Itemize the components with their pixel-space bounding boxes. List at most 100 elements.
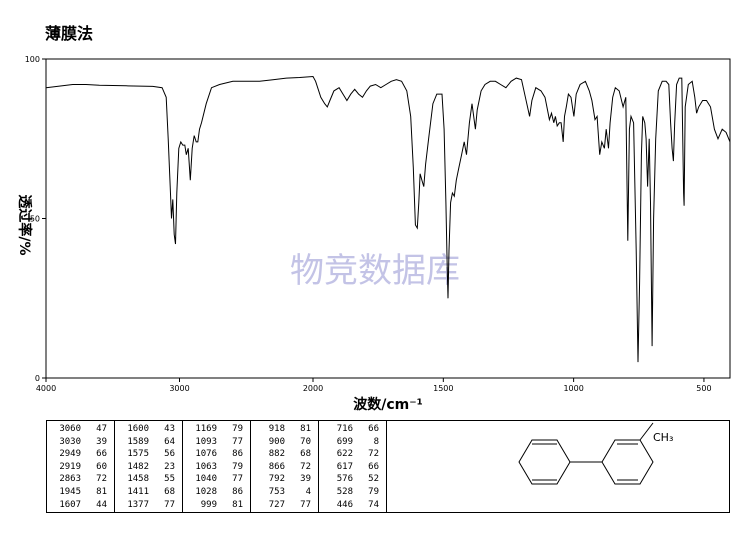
peak-wavenumber: 1093 bbox=[195, 436, 217, 447]
peak-transmittance: 60 bbox=[96, 461, 107, 472]
y-tick-label: 0 bbox=[35, 374, 40, 383]
peak-transmittance: 77 bbox=[300, 499, 311, 510]
peak-transmittance: 81 bbox=[232, 499, 243, 510]
peak-row: 3030 39 bbox=[51, 436, 114, 449]
peak-transmittance: 47 bbox=[96, 424, 107, 434]
peak-transmittance: 8 bbox=[373, 436, 379, 447]
watermark: 物竞数据库 bbox=[290, 251, 460, 291]
peak-row: 617 66 bbox=[323, 461, 386, 474]
peak-wavenumber: 882 bbox=[268, 449, 285, 460]
peak-row: 3060 47 bbox=[51, 423, 114, 436]
methyl-label: CH₃ bbox=[653, 431, 673, 444]
peak-wavenumber: 918 bbox=[268, 424, 285, 434]
peak-row: 1607 44 bbox=[51, 499, 114, 512]
peak-row: 2949 66 bbox=[51, 448, 114, 461]
peak-transmittance: 74 bbox=[368, 499, 379, 510]
peak-transmittance: 81 bbox=[96, 486, 107, 497]
benzene-ring-right bbox=[601, 439, 654, 485]
peak-wavenumber: 2949 bbox=[59, 449, 81, 460]
peak-row: 2919 60 bbox=[51, 461, 114, 474]
peak-row: 1093 77 bbox=[187, 436, 250, 449]
peak-wavenumber: 753 bbox=[268, 486, 285, 497]
peak-row: 528 79 bbox=[323, 486, 386, 499]
peak-row: 1482 23 bbox=[119, 461, 182, 474]
peak-transmittance: 81 bbox=[300, 424, 311, 434]
peak-transmittance: 52 bbox=[368, 474, 379, 485]
peak-row: 446 74 bbox=[323, 499, 386, 512]
peak-wavenumber: 3030 bbox=[59, 436, 81, 447]
peak-transmittance: 79 bbox=[232, 424, 243, 434]
peak-transmittance: 39 bbox=[300, 474, 311, 485]
y-tick-label: 100 bbox=[25, 55, 40, 64]
peak-transmittance: 64 bbox=[164, 436, 175, 447]
peak-row: 2863 72 bbox=[51, 473, 114, 486]
peak-row: 866 72 bbox=[255, 461, 318, 474]
peak-row: 1028 86 bbox=[187, 486, 250, 499]
peak-wavenumber: 716 bbox=[336, 424, 353, 434]
x-tick-label: 4000 bbox=[36, 384, 56, 393]
peak-wavenumber: 446 bbox=[336, 499, 353, 510]
peak-row: 1575 56 bbox=[119, 448, 182, 461]
peak-wavenumber: 576 bbox=[336, 474, 353, 485]
structure-cell: CH₃ bbox=[387, 421, 729, 512]
x-axis-label: 波数/cm⁻¹ bbox=[353, 396, 423, 413]
ir-spectrum-chart: 物竞数据库 4000 3000 2000 1500 1000 500 0 50 100 波数/… bbox=[16, 55, 731, 413]
y-axis-label: 透过率/% bbox=[16, 194, 33, 255]
peak-column: 918 81 900 70 882 68 866 72 792 39 753 4 727 77 bbox=[251, 421, 319, 512]
peak-transmittance: 77 bbox=[232, 474, 243, 485]
peak-row: 699 8 bbox=[323, 436, 386, 449]
peak-wavenumber: 528 bbox=[336, 486, 353, 497]
peak-wavenumber: 1040 bbox=[195, 474, 217, 485]
peak-transmittance: 68 bbox=[164, 486, 175, 497]
y-tick-label: 50 bbox=[30, 215, 40, 224]
molecule-structure: CH₃ bbox=[518, 422, 673, 485]
peak-row: 1600 43 bbox=[119, 423, 182, 436]
peak-row: 1076 86 bbox=[187, 448, 250, 461]
peak-row: 716 66 bbox=[323, 423, 386, 436]
peak-transmittance: 39 bbox=[96, 436, 107, 447]
peak-wavenumber: 792 bbox=[268, 474, 285, 485]
peak-row: 576 52 bbox=[323, 473, 386, 486]
peak-wavenumber: 1169 bbox=[195, 424, 217, 434]
peak-row: 1945 81 bbox=[51, 486, 114, 499]
peak-transmittance: 79 bbox=[232, 461, 243, 472]
peak-wavenumber: 2863 bbox=[59, 474, 81, 485]
peak-wavenumber: 1945 bbox=[59, 486, 81, 497]
peak-transmittance: 86 bbox=[232, 486, 243, 497]
spectrum-line bbox=[45, 75, 731, 363]
peak-transmittance: 66 bbox=[96, 449, 107, 460]
x-tick-label: 1500 bbox=[433, 384, 453, 393]
peak-column: 3060 47 3030 39 2949 66 2919 60 2863 72 1945 81 1607… bbox=[47, 421, 115, 512]
peak-row: 1589 64 bbox=[119, 436, 182, 449]
y-axis-ticks: 0 50 100 bbox=[25, 55, 46, 383]
peak-transmittance: 66 bbox=[368, 424, 379, 434]
peak-wavenumber: 1063 bbox=[195, 461, 217, 472]
peak-row: 918 81 bbox=[255, 423, 318, 436]
peak-wavenumber: 622 bbox=[336, 449, 353, 460]
peak-transmittance: 77 bbox=[164, 499, 175, 510]
peak-table: 3060 47 3030 39 2949 66 2919 60 2863 72 1945 81 1607… bbox=[46, 420, 730, 513]
peak-transmittance: 66 bbox=[368, 461, 379, 472]
peak-row: 900 70 bbox=[255, 436, 318, 449]
peak-wavenumber: 1482 bbox=[127, 461, 149, 472]
peak-row: 1063 79 bbox=[187, 461, 250, 474]
peak-wavenumber: 1600 bbox=[127, 424, 149, 434]
peak-row: 1411 68 bbox=[119, 486, 182, 499]
peak-transmittance: 72 bbox=[368, 449, 379, 460]
peak-wavenumber: 900 bbox=[268, 436, 285, 447]
peak-wavenumber: 727 bbox=[268, 499, 285, 510]
peak-transmittance: 70 bbox=[300, 436, 311, 447]
peak-wavenumber: 1589 bbox=[127, 436, 149, 447]
benzene-ring-left bbox=[518, 439, 571, 485]
methyl-bond bbox=[639, 422, 654, 441]
peak-transmittance: 86 bbox=[232, 449, 243, 460]
peak-wavenumber: 699 bbox=[336, 436, 353, 447]
page-title: 薄膜法 bbox=[45, 24, 94, 43]
peak-transmittance: 56 bbox=[164, 449, 175, 460]
peak-wavenumber: 1575 bbox=[127, 449, 149, 460]
peak-column: 716 66 699 8 622 72 617 66 576 52 528 79 446 74 bbox=[319, 421, 387, 512]
peak-row: 753 4 bbox=[255, 486, 318, 499]
peak-row: 1458 55 bbox=[119, 473, 182, 486]
peak-wavenumber: 1411 bbox=[127, 486, 149, 497]
peak-row: 1169 79 bbox=[187, 423, 250, 436]
